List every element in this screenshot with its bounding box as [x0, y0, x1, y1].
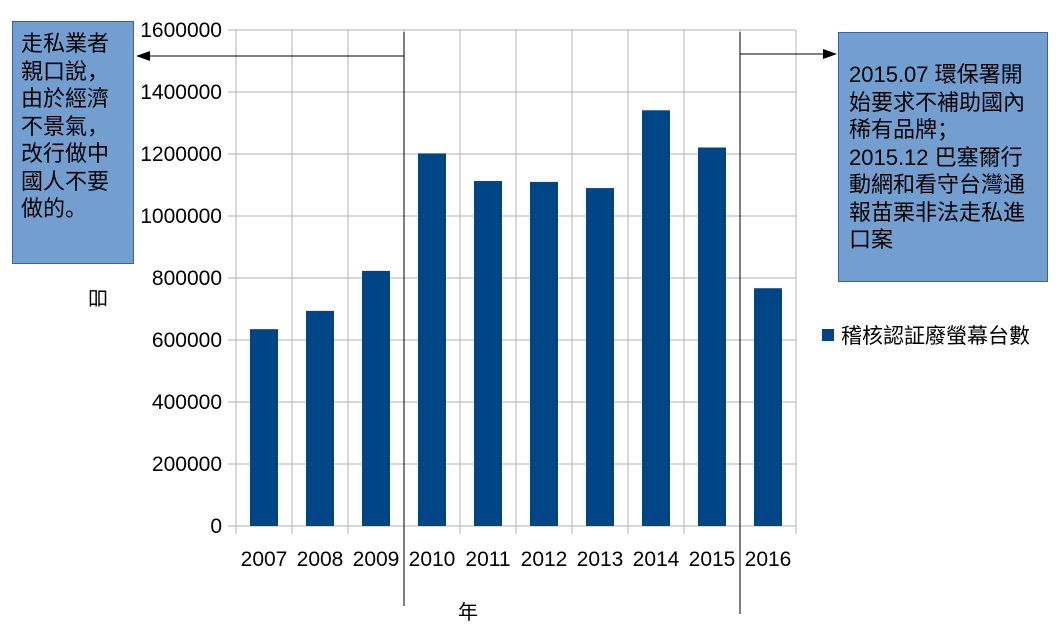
x-tick-label: 2007	[241, 548, 288, 571]
y-tick-label: 800000	[152, 267, 222, 290]
bars	[250, 110, 782, 527]
y-axis-label: 吅	[88, 288, 108, 310]
y-tick-label: 1200000	[140, 143, 222, 166]
annotation-right: 2015.07 環保署開始要求不補助國內稀有品牌；2015.12 巴塞爾行動網和…	[838, 32, 1048, 282]
bar-2007	[250, 329, 278, 526]
x-tick-label: 2010	[409, 548, 456, 571]
bar-2012	[530, 181, 558, 526]
y-tick-label: 1400000	[140, 81, 222, 104]
x-tick-label: 2009	[353, 548, 400, 571]
x-tick-label: 2013	[577, 548, 624, 571]
annotation-left: 走私業者親口說，由於經濟不景氣，改行做中國人不要做的。	[12, 21, 134, 264]
x-tick-label: 2008	[297, 548, 344, 571]
y-tick-label: 0	[210, 515, 222, 538]
y-tick-label: 200000	[152, 453, 222, 476]
x-tick-label: 2016	[745, 548, 792, 571]
arrow-left-head	[136, 51, 150, 61]
y-tick-label: 1000000	[140, 205, 222, 228]
legend-swatch	[822, 329, 834, 341]
bar-2014	[642, 110, 670, 526]
bar-2009	[362, 270, 390, 526]
annotation-lines	[136, 32, 837, 614]
x-tick-label: 2012	[521, 548, 568, 571]
y-axis-ticks: 0 200000 400000 600000 800000 1000000 1200000 1…	[140, 19, 222, 538]
y-tick-label: 400000	[152, 391, 222, 414]
bar-2008	[306, 310, 334, 526]
bar-2015	[698, 147, 726, 527]
bar-2016	[754, 288, 782, 526]
bar-2010	[418, 153, 446, 526]
y-tick-label: 600000	[152, 329, 222, 352]
bar-2011	[474, 180, 502, 526]
y-tick-label: 1600000	[140, 19, 222, 42]
bar-2013	[586, 188, 614, 526]
legend: 稽核認証廢螢幕台數	[822, 320, 1030, 350]
x-tick-label: 2015	[689, 548, 736, 571]
x-tick-label: 2014	[633, 548, 680, 571]
x-axis-ticks: 2007 2008 2009 2010 2011 2012 2013 2014 2015 2016	[241, 548, 792, 571]
x-axis-label: 年	[458, 602, 478, 624]
arrow-right-head	[823, 49, 837, 59]
x-tick-label: 2011	[465, 548, 510, 571]
legend-label: 稽核認証廢螢幕台數	[841, 325, 1030, 348]
